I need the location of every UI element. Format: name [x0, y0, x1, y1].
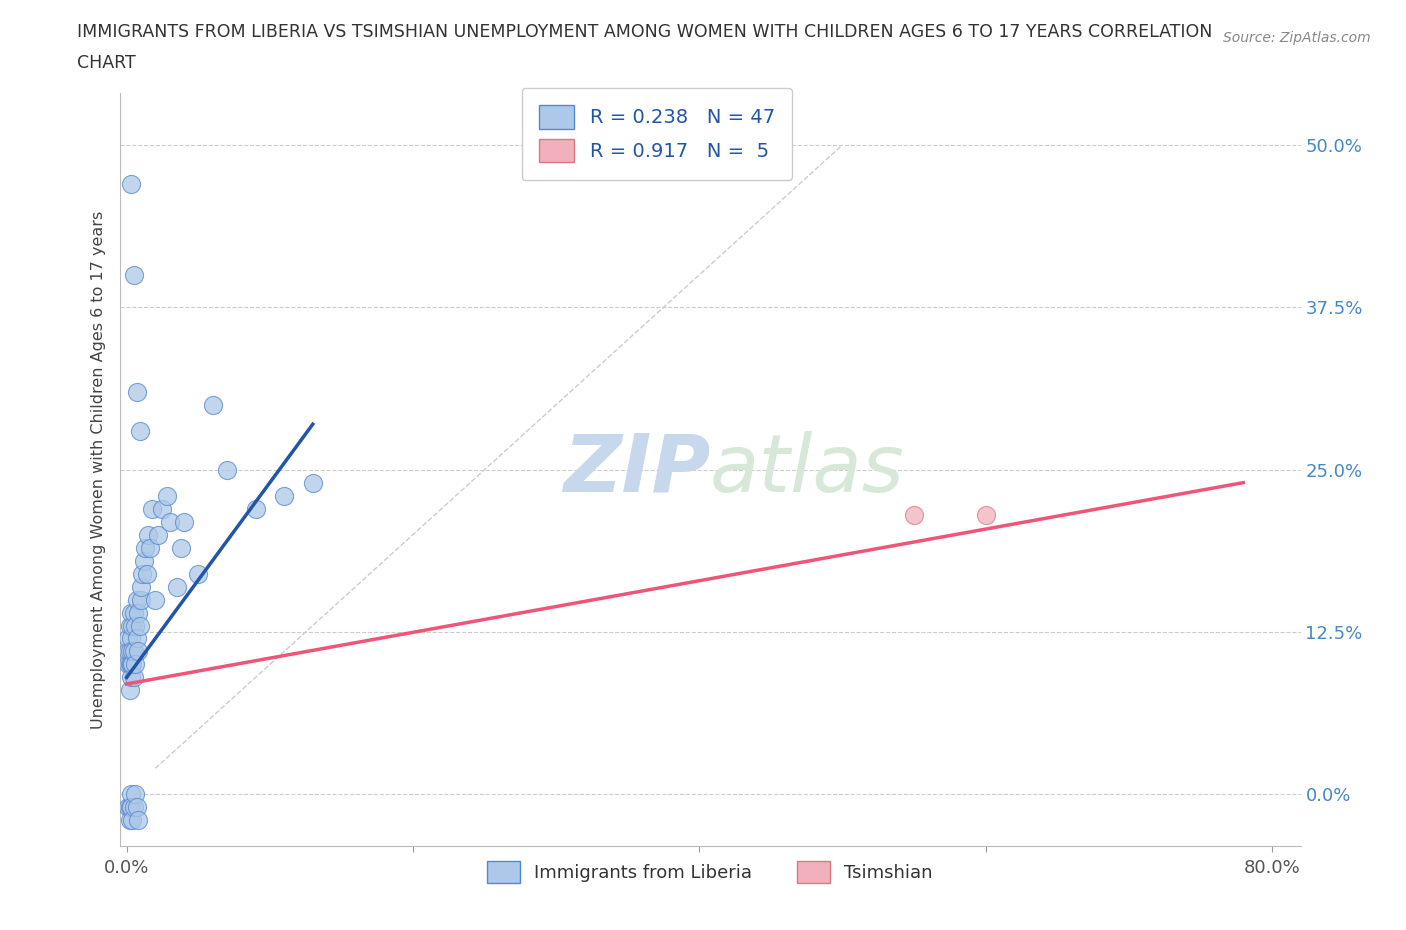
- Point: [121, 657, 143, 671]
- Point: [132, 553, 155, 568]
- Point: [128, 618, 150, 633]
- Point: [166, 579, 188, 594]
- Point: [122, 670, 145, 684]
- Point: [128, 423, 150, 438]
- Point: [118, 683, 141, 698]
- Point: [127, 813, 149, 828]
- Point: [118, 813, 141, 828]
- Text: atlas: atlas: [710, 431, 905, 509]
- Point: [131, 566, 153, 581]
- Point: [118, 800, 141, 815]
- Point: [138, 540, 160, 555]
- Point: [125, 592, 148, 607]
- Point: [136, 527, 159, 542]
- Point: [156, 488, 179, 503]
- Point: [134, 540, 156, 555]
- Point: [120, 631, 142, 646]
- Point: [124, 618, 146, 633]
- Text: CHART: CHART: [77, 54, 136, 72]
- Y-axis label: Unemployment Among Women with Children Ages 6 to 17 years: Unemployment Among Women with Children A…: [91, 210, 107, 729]
- Point: [120, 605, 142, 620]
- Point: [135, 566, 157, 581]
- Point: [125, 384, 148, 399]
- Point: [120, 657, 142, 671]
- Point: [245, 501, 267, 516]
- Point: [170, 540, 193, 555]
- Point: [159, 514, 181, 529]
- Text: ZIP: ZIP: [562, 431, 710, 509]
- Point: [129, 592, 152, 607]
- Point: [121, 813, 143, 828]
- Point: [173, 514, 195, 529]
- Point: [974, 508, 997, 523]
- Point: [215, 462, 238, 477]
- Point: [120, 800, 142, 815]
- Point: [122, 800, 145, 815]
- Text: IMMIGRANTS FROM LIBERIA VS TSIMSHIAN UNEMPLOYMENT AMONG WOMEN WITH CHILDREN AGES: IMMIGRANTS FROM LIBERIA VS TSIMSHIAN UNE…: [77, 23, 1213, 41]
- Point: [122, 644, 145, 659]
- Point: [122, 268, 145, 283]
- Point: [903, 508, 925, 523]
- Point: [127, 605, 149, 620]
- Point: [121, 618, 143, 633]
- Point: [118, 618, 141, 633]
- Point: [146, 527, 169, 542]
- Point: [141, 501, 163, 516]
- Point: [118, 644, 141, 659]
- Point: [120, 177, 142, 192]
- Text: Source: ZipAtlas.com: Source: ZipAtlas.com: [1223, 31, 1371, 45]
- Point: [129, 579, 152, 594]
- Point: [120, 670, 142, 684]
- Point: [125, 800, 148, 815]
- Point: [117, 644, 139, 659]
- Point: [124, 787, 146, 802]
- Point: [127, 644, 149, 659]
- Point: [120, 787, 142, 802]
- Point: [201, 397, 224, 412]
- Point: [301, 475, 323, 490]
- Point: [152, 501, 174, 516]
- Point: [117, 631, 139, 646]
- Point: [122, 605, 145, 620]
- Point: [125, 631, 148, 646]
- Point: [117, 657, 139, 671]
- Point: [121, 644, 143, 659]
- Point: [143, 592, 166, 607]
- Point: [124, 657, 146, 671]
- Point: [118, 657, 141, 671]
- Point: [273, 488, 295, 503]
- Point: [117, 800, 139, 815]
- Legend: Immigrants from Liberia, Tsimshian: Immigrants from Liberia, Tsimshian: [479, 854, 941, 890]
- Point: [187, 566, 209, 581]
